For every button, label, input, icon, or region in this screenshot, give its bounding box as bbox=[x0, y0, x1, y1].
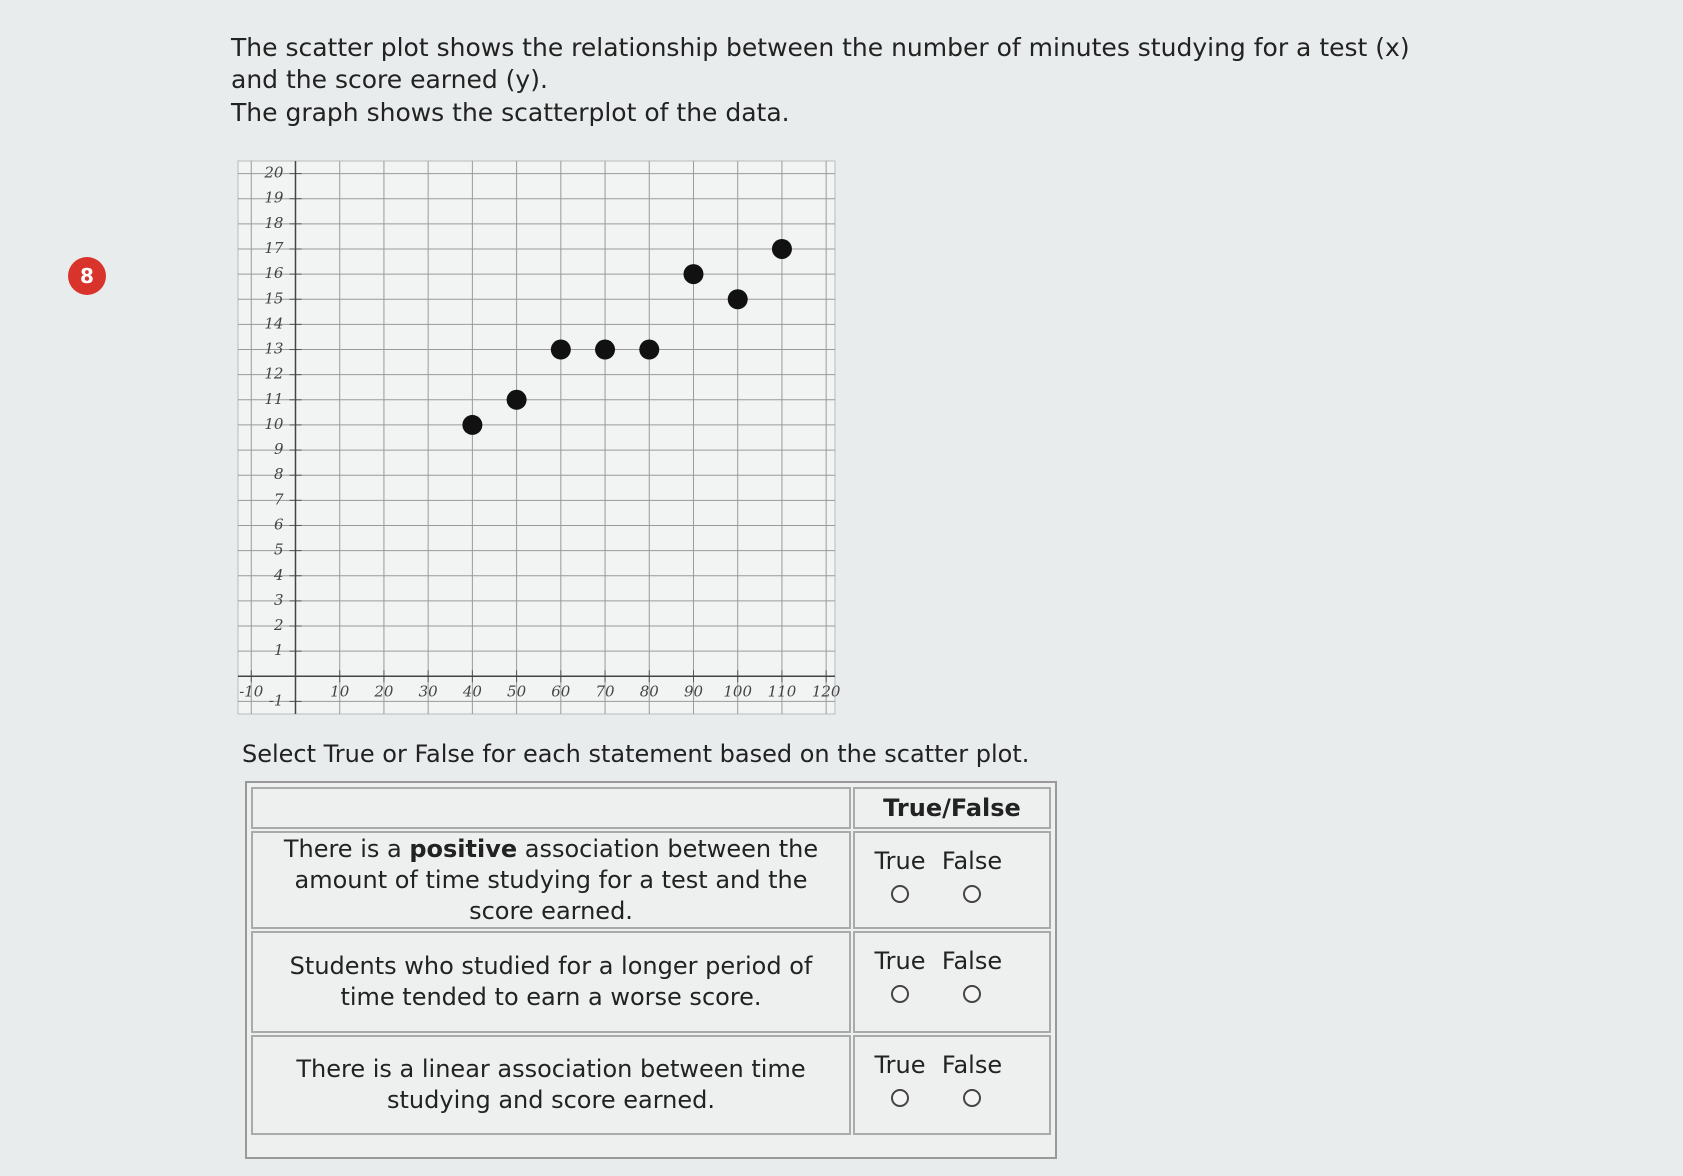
radio-button[interactable] bbox=[963, 885, 981, 903]
option-label: False bbox=[941, 1051, 1003, 1079]
y-tick-label: 17 bbox=[264, 239, 284, 257]
y-tick-label: 19 bbox=[264, 189, 284, 207]
y-tick-label: 3 bbox=[274, 591, 284, 609]
x-tick-label: 20 bbox=[373, 682, 394, 700]
x-tick-label: 120 bbox=[812, 682, 841, 700]
x-tick-label: 10 bbox=[330, 682, 350, 700]
statement-text: There is a linear association between ti… bbox=[265, 1054, 837, 1116]
y-tick-label: 10 bbox=[264, 415, 284, 433]
instructions: Select True or False for each statement … bbox=[242, 740, 1030, 768]
x-tick-label: -10 bbox=[239, 682, 264, 700]
option-label: False bbox=[941, 847, 1003, 875]
y-tick-label: 5 bbox=[274, 541, 284, 559]
y-tick-label: 9 bbox=[274, 440, 284, 458]
statement-cell: There is a positive association between … bbox=[251, 831, 851, 929]
question-number: 8 bbox=[68, 257, 106, 295]
data-point bbox=[639, 339, 660, 360]
x-tick-label: 100 bbox=[723, 682, 752, 700]
plot-background bbox=[237, 160, 836, 715]
option-label: True bbox=[874, 847, 926, 875]
option-label: False bbox=[941, 947, 1003, 975]
statement-part: There is a linear association between ti… bbox=[296, 1055, 806, 1114]
radio-button[interactable] bbox=[891, 885, 909, 903]
radio-button[interactable] bbox=[963, 1089, 981, 1107]
radio-button[interactable] bbox=[963, 985, 981, 1003]
y-tick-label: 2 bbox=[273, 616, 284, 634]
statement-part: association between the amount of time s… bbox=[294, 834, 819, 925]
statement-part: Students who studied for a longer period… bbox=[289, 952, 813, 1011]
option-cell: True False bbox=[853, 931, 1051, 1033]
x-tick-label: 40 bbox=[462, 682, 483, 700]
y-tick-label: 14 bbox=[264, 314, 283, 332]
data-point bbox=[683, 264, 704, 285]
header-blank-cell bbox=[251, 787, 851, 829]
x-tick-label: 90 bbox=[684, 682, 704, 700]
y-tick-label: 4 bbox=[273, 566, 284, 584]
x-tick-label: 30 bbox=[419, 682, 439, 700]
radio-button[interactable] bbox=[891, 985, 909, 1003]
x-tick-label: 60 bbox=[551, 682, 571, 700]
y-tick-label: 15 bbox=[264, 289, 283, 307]
statement-text: Students who studied for a longer period… bbox=[265, 951, 837, 1013]
statement-part: There is a bbox=[283, 834, 410, 863]
x-tick-label: 70 bbox=[595, 682, 615, 700]
answer-table: True/False There is a positive associatio… bbox=[245, 781, 1057, 1159]
y-tick-label: -1 bbox=[269, 691, 284, 709]
y-tick-label: 8 bbox=[274, 465, 284, 483]
header-cell: True/False bbox=[853, 787, 1051, 829]
question-prompt: The scatter plot shows the relationship … bbox=[231, 33, 1410, 94]
y-tick-label: 18 bbox=[264, 214, 283, 232]
y-tick-label: 20 bbox=[263, 164, 284, 182]
data-point bbox=[727, 289, 748, 310]
statement-cell: There is a linear association between ti… bbox=[251, 1035, 851, 1135]
y-tick-label: 6 bbox=[274, 515, 284, 533]
data-point bbox=[595, 339, 616, 360]
y-tick-label: 11 bbox=[264, 390, 283, 408]
option-cell: True False bbox=[853, 1035, 1051, 1135]
data-point bbox=[550, 339, 571, 360]
option-label: True bbox=[874, 947, 926, 975]
y-tick-label: 16 bbox=[264, 264, 284, 282]
option-label: True bbox=[874, 1051, 926, 1079]
y-tick-label: 1 bbox=[274, 641, 284, 659]
data-point bbox=[771, 238, 792, 259]
y-tick-label: 7 bbox=[274, 490, 284, 508]
x-tick-label: 80 bbox=[640, 682, 660, 700]
y-tick-label: 12 bbox=[264, 365, 283, 383]
radio-button[interactable] bbox=[891, 1089, 909, 1107]
x-tick-label: 50 bbox=[507, 682, 527, 700]
data-point bbox=[506, 389, 527, 410]
statement-emphasis: positive bbox=[409, 834, 518, 863]
x-tick-label: 110 bbox=[768, 682, 797, 700]
statement-cell: Students who studied for a longer period… bbox=[251, 931, 851, 1033]
data-point bbox=[462, 414, 483, 435]
option-cell: True False bbox=[853, 831, 1051, 929]
statement-text: There is a positive association between … bbox=[265, 834, 837, 927]
question-subprompt: The graph shows the scatterplot of the d… bbox=[231, 98, 790, 127]
y-tick-label: 13 bbox=[264, 340, 283, 358]
